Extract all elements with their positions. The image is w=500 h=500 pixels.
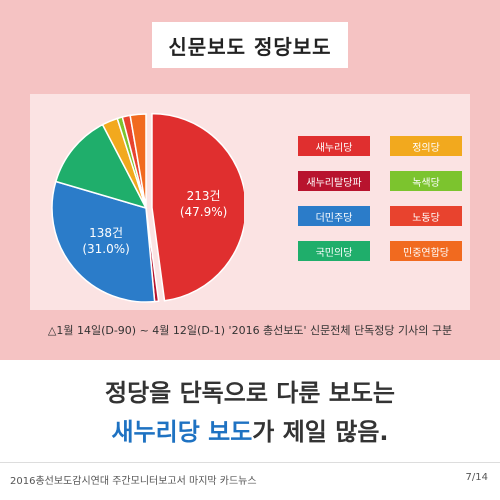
chart-caption: △1월 14일(D-90) ~ 4월 12일(D-1) '2016 총선보도' … [47,324,453,337]
page-number: 7/14 [465,472,488,483]
footer-divider [0,462,500,463]
pie-chart: 213건 (47.9%) 138건 (31.0%) [51,112,244,303]
headline-line1: 정당을 단독으로 다룬 보도는 [104,379,396,407]
legend-item: 정의당 [390,136,462,156]
pie-slice-3 [54,123,148,210]
legend-item: 국민의당 [298,241,370,261]
footer-source: 2016총선보도감시연대 주간모니터보고서 마지막 카드뉴스 [10,476,257,487]
slice-label-2-0: 138건 [89,226,123,240]
slice-label-2-1: (31.0%) [82,242,129,256]
legend-item: 새누리탈당파 [298,171,370,191]
slice-label-0-1: (47.9%) [180,205,227,219]
card-title: 신문보도 정당보도 [152,22,348,68]
pie-slice-7 [129,113,147,209]
legend-item: 노동당 [390,206,462,226]
slice-label-0-0: 213건 [187,189,221,203]
pie-slice-0 [151,112,244,302]
headline-line2: 새누리당 보도가 제일 많음. [0,412,500,447]
pie-slice-2 [51,180,156,303]
headline-highlight: 새누리당 보도 [111,418,253,446]
legend-item: 새누리당 [298,136,370,156]
legend-item: 더민주당 [298,206,370,226]
legend-item: 민중연합당 [390,241,462,261]
legend-item: 녹색당 [390,171,462,191]
headline-rest: 가 제일 많음. [252,418,389,446]
